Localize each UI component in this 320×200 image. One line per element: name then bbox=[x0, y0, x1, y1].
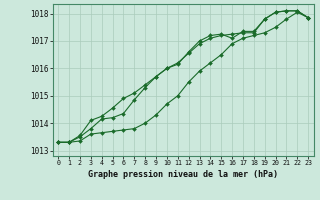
X-axis label: Graphe pression niveau de la mer (hPa): Graphe pression niveau de la mer (hPa) bbox=[88, 170, 278, 179]
